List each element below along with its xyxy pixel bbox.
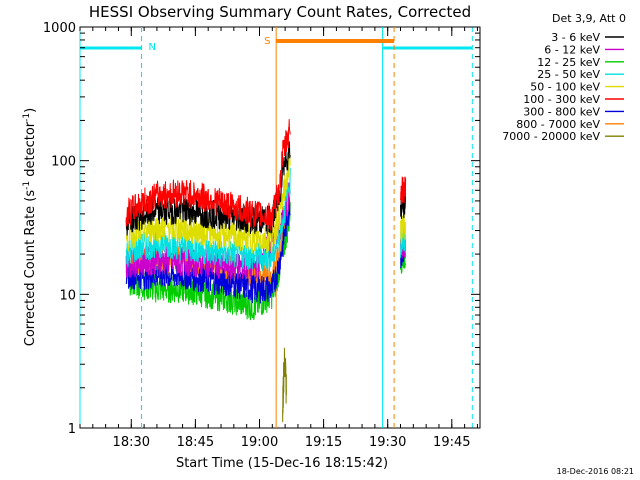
- x-tick-label: 18:30: [113, 435, 150, 450]
- y-axis-label-sup2: -1: [22, 113, 32, 122]
- y-tick-label: 100: [51, 155, 76, 170]
- legend-label: 7000 - 20000 keV: [502, 130, 600, 143]
- x-axis-label: Start Time (15-Dec-16 18:15:42): [176, 456, 388, 471]
- series-line-3: [125, 167, 291, 272]
- x-tick-label: 19:15: [305, 435, 342, 450]
- series-layer: [125, 119, 407, 423]
- y-axis-label: Corrected Count Rate (s-1 detector-1): [22, 108, 38, 346]
- saa-label: S: [264, 36, 270, 47]
- legend-label: 6 - 12 keV: [544, 43, 600, 56]
- legend-label: 12 - 25 keV: [537, 56, 600, 69]
- night-label: N: [149, 42, 156, 53]
- timestamp: 18-Dec-2016 08:21: [557, 467, 634, 476]
- x-tick-label: 19:00: [241, 435, 278, 450]
- series-line-1: [125, 182, 291, 280]
- y-axis-ticks: 1 10 100 1000: [43, 21, 480, 437]
- y-axis-label-end: ): [23, 108, 38, 113]
- series-line-5: [125, 119, 291, 231]
- series-line-4: [400, 213, 407, 245]
- series-line-0: [125, 141, 291, 236]
- legend-label: 300 - 800 keV: [523, 105, 600, 118]
- legend-label: 800 - 7000 keV: [516, 118, 600, 131]
- legend-label: 25 - 50 keV: [537, 68, 600, 81]
- y-tick-label: 1000: [43, 21, 76, 36]
- legend-label: 50 - 100 keV: [530, 81, 600, 94]
- y-axis-label-mid: detector: [23, 121, 38, 181]
- plot-area: N S 18:30 18:45 19:00 19:15 19:30 19:45 1 10 100…: [43, 21, 481, 450]
- chart-title: HESSI Observing Summary Count Rates, Cor…: [89, 3, 471, 21]
- x-axis-ticks: 18:30 18:45 19:00 19:15 19:30 19:45: [79, 27, 478, 450]
- y-tick-label: 10: [59, 288, 76, 303]
- x-tick-label: 19:30: [369, 435, 406, 450]
- y-axis-label-main: Corrected Count Rate (s: [23, 190, 38, 347]
- y-tick-label: 1: [68, 422, 76, 437]
- legend-label: 100 - 300 keV: [523, 93, 600, 106]
- x-tick-label: 18:45: [177, 435, 214, 450]
- legend-label: 3 - 6 keV: [551, 31, 600, 44]
- series-line-5: [400, 176, 407, 205]
- series-line-8: [282, 347, 287, 423]
- x-tick-label: 19:45: [433, 435, 470, 450]
- y-axis-label-sup1: -1: [22, 181, 32, 190]
- legend-header: Det 3,9, Att 0: [552, 12, 626, 25]
- series-line-6: [125, 196, 291, 304]
- series-line-0: [400, 190, 407, 219]
